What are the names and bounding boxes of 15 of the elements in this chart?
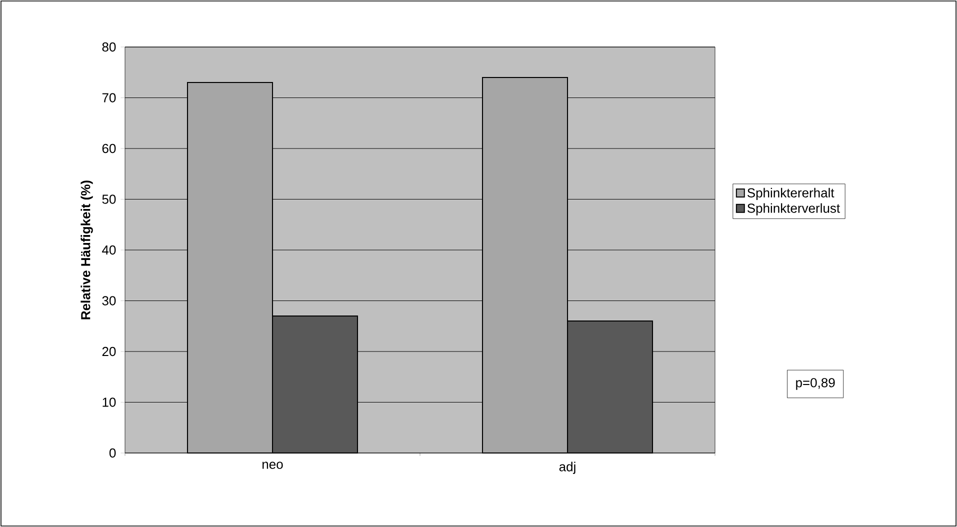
y-tick-label: 40 <box>102 245 116 255</box>
y-tick-label: 50 <box>102 194 116 204</box>
text: p=0,89 <box>796 378 835 390</box>
y-tick-label: 70 <box>102 93 116 102</box>
y-tick-label: 80 <box>102 42 116 52</box>
x-tick-label: neo <box>262 462 283 469</box>
y-tick-label: 60 <box>102 144 116 154</box>
y-tick-label: 30 <box>102 296 116 306</box>
y-tick-label: 10 <box>102 398 116 407</box>
legend-label: Sphinktererhalt <box>747 188 834 200</box>
legend-label: Sphinkterverlust <box>747 203 840 216</box>
y-tick-label: 0 <box>109 448 116 458</box>
y-axis-title: Relative Häufigkeit (%) <box>80 180 93 320</box>
y-tick-label: 20 <box>102 346 116 356</box>
x-tick-label: adj <box>559 462 576 474</box>
